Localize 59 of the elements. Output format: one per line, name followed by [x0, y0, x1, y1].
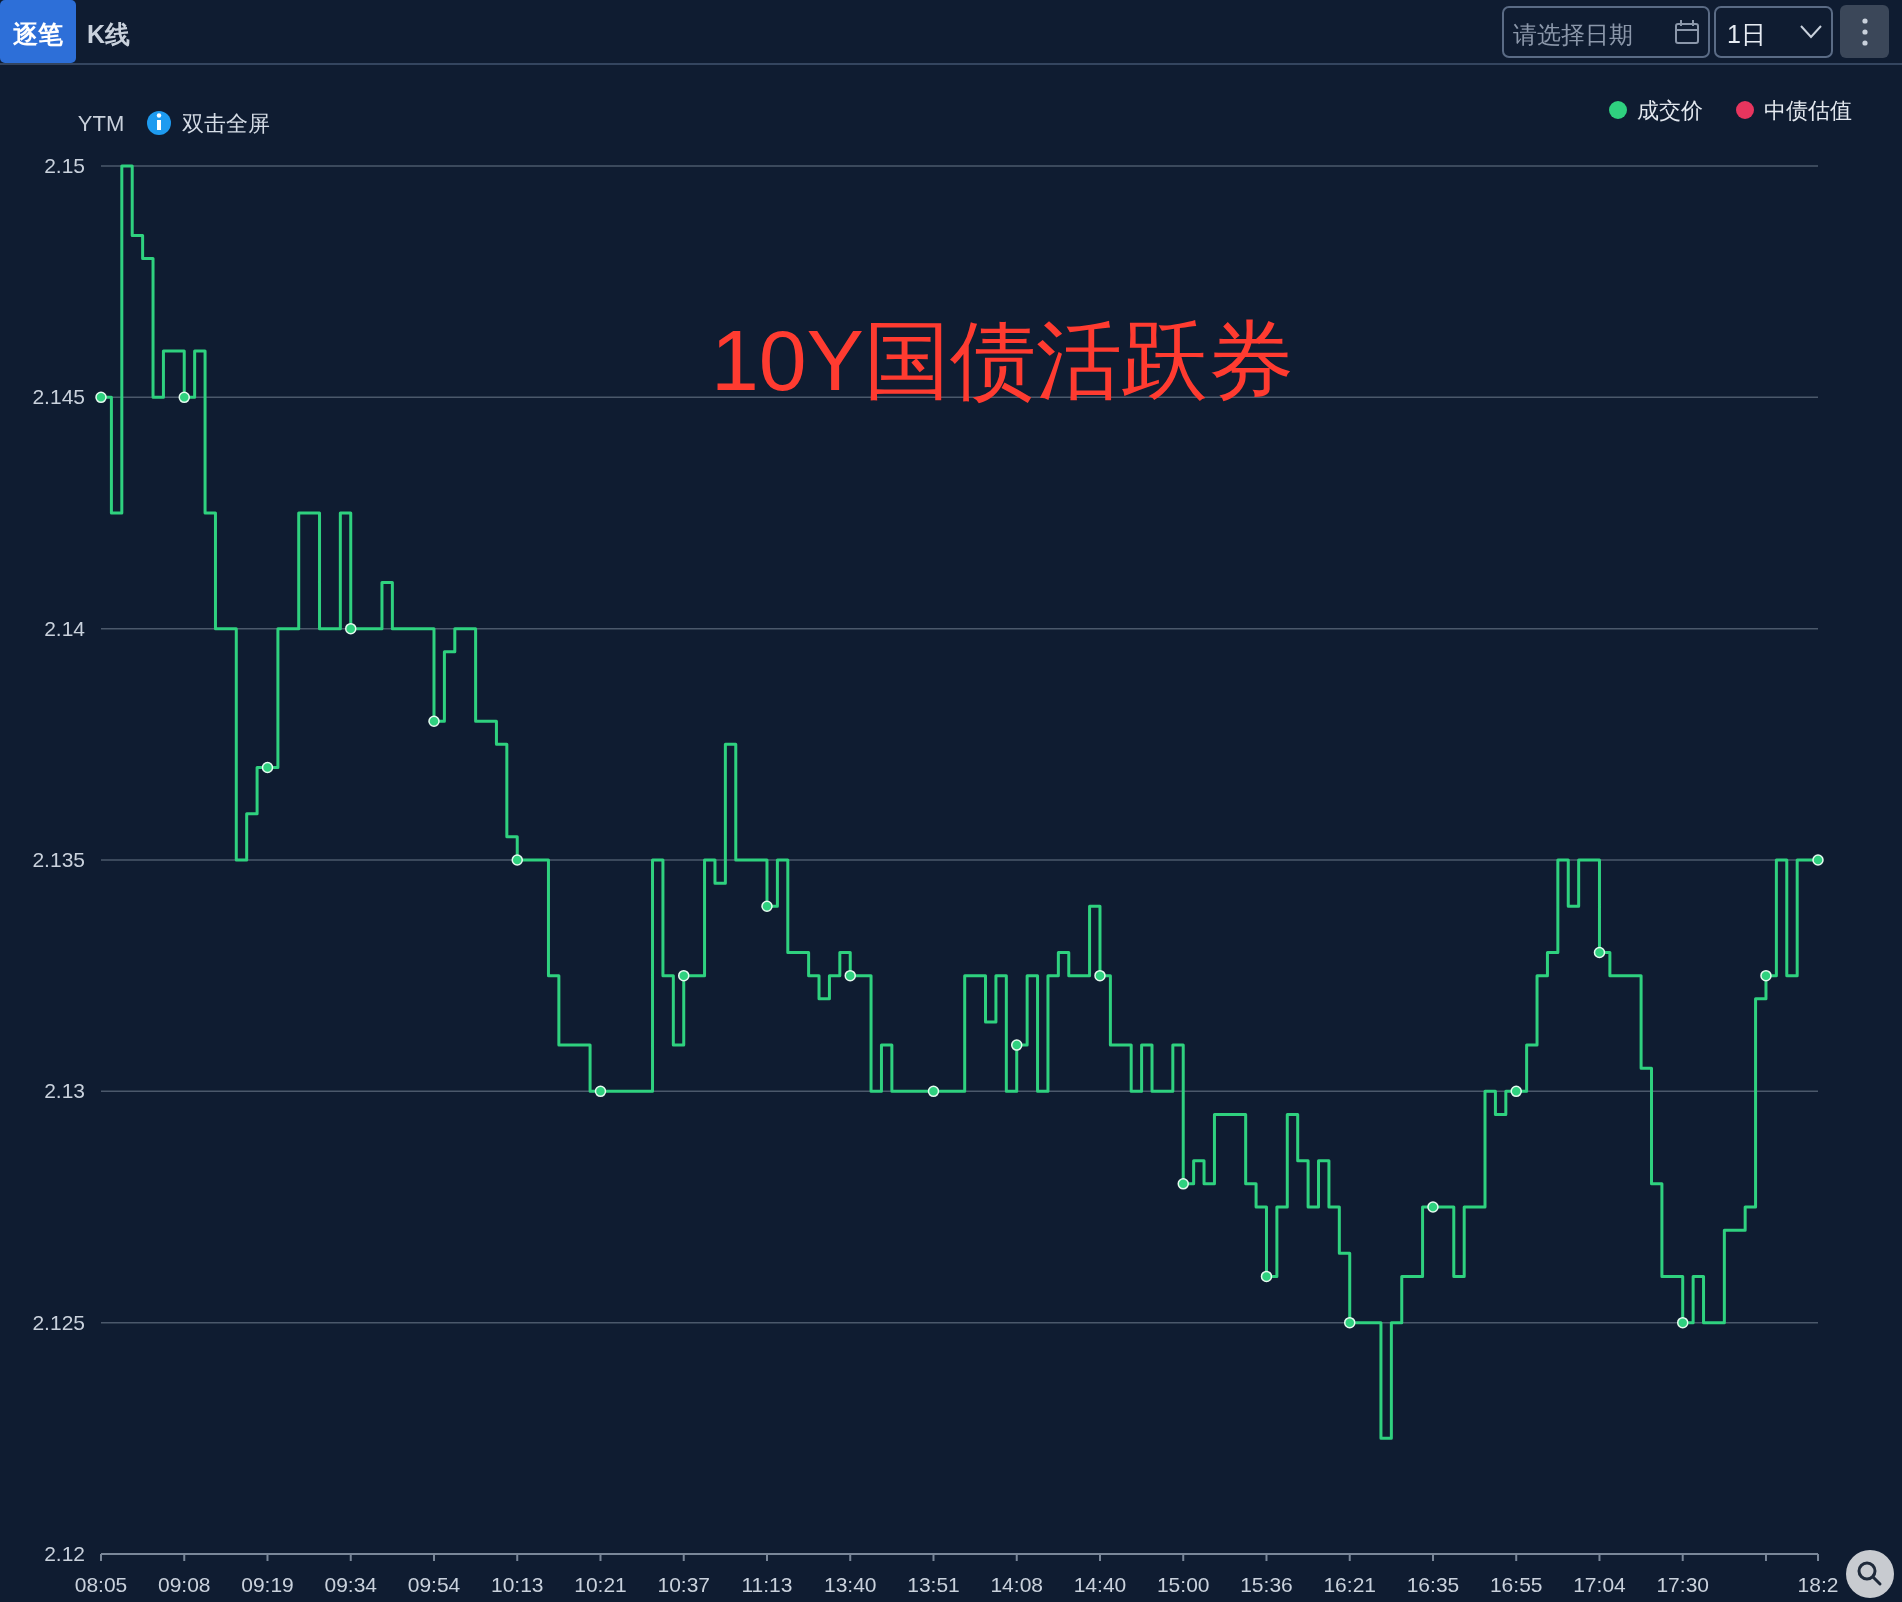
text: 双击全屏 [182, 111, 270, 136]
point [1177, 1178, 1189, 1190]
x-tick-label: 15:36 [1240, 1573, 1293, 1596]
point [927, 1085, 940, 1098]
x-tick-label: 16:21 [1323, 1573, 1377, 1596]
x-tick-label: 16:55 [1489, 1573, 1543, 1596]
point [1593, 946, 1606, 959]
x-tick-label: 08:05 [74, 1573, 128, 1596]
x-tick-label: 17:04 [1573, 1573, 1627, 1596]
legend-label: 成交价 [1637, 98, 1703, 123]
x-tick-label: 10:37 [657, 1573, 711, 1596]
legend-label: 中债估值 [1764, 98, 1852, 123]
point [844, 969, 856, 982]
y-tick-label: 2.135 [32, 848, 85, 871]
point [1010, 1039, 1023, 1051]
y-tick-label: 2.125 [32, 1310, 85, 1334]
y-tick-label: 2.12 [44, 1542, 85, 1565]
point [1812, 854, 1824, 866]
x-tick-label: 15:00 [1156, 1573, 1210, 1596]
point [345, 622, 357, 635]
x-tick-label: 14:08 [990, 1573, 1044, 1596]
text: 1日 [1727, 20, 1766, 48]
point [511, 854, 523, 866]
x-tick-label: 10:13 [490, 1573, 544, 1596]
point [594, 1085, 607, 1098]
x-tick-label: 17:30 [1656, 1573, 1709, 1596]
x-tick-label: 09:19 [241, 1573, 294, 1596]
x-tick-label: 11:13 [741, 1573, 793, 1596]
point [428, 715, 440, 727]
y-tick-label: 2.13 [44, 1079, 85, 1103]
point [178, 391, 190, 404]
y-axis-title: YTM [77, 111, 125, 136]
point [677, 969, 690, 982]
point [1260, 1270, 1273, 1283]
x-tick-label: 13:51 [907, 1573, 960, 1596]
point [1676, 1316, 1689, 1329]
y-tick-label: 2.15 [44, 154, 85, 177]
y-tick-label: 2.14 [44, 616, 86, 640]
point [761, 900, 773, 913]
point [261, 761, 274, 774]
x-tick-label: 13:40 [823, 1573, 877, 1596]
text: K线 [87, 20, 131, 48]
y-tick-label: 2.145 [32, 385, 85, 409]
point [95, 391, 107, 404]
point [1343, 1316, 1356, 1329]
x-tick-label: 09:54 [407, 1573, 461, 1596]
point [1427, 1201, 1439, 1213]
text: 10Y国债活跃券 [710, 312, 1294, 408]
point [1760, 969, 1772, 982]
x-tick-label: 09:34 [324, 1573, 378, 1596]
text: 逐笔 [13, 20, 63, 48]
text: 请选择日期 [1513, 21, 1633, 48]
x-tick-label: 18:2 [1797, 1573, 1839, 1596]
x-tick-label: 09:08 [157, 1573, 211, 1596]
x-tick-label: 10:21 [574, 1573, 627, 1596]
point [1094, 969, 1106, 982]
x-tick-label: 14:40 [1073, 1573, 1127, 1596]
x-tick-label: 16:35 [1406, 1573, 1460, 1596]
point [1510, 1085, 1522, 1098]
